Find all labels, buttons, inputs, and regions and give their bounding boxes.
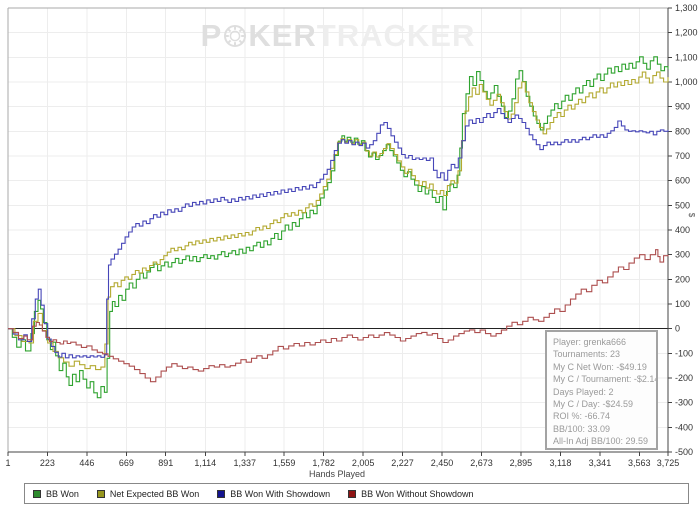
bb-won-with-showdown-swatch xyxy=(217,489,226,498)
info-player: Player: grenka666 xyxy=(553,337,627,347)
bb-won-without-showdown-swatch xyxy=(348,489,357,498)
x-axis-label: Hands Played xyxy=(309,469,365,479)
x-tick-label: 3,118 xyxy=(549,458,571,468)
info-roi: ROI %: -66.74 xyxy=(553,411,611,422)
x-tick-label: 3,725 xyxy=(657,458,680,468)
x-tick-label: 3,563 xyxy=(628,458,651,468)
y-axis-label: $ xyxy=(687,213,696,218)
x-tick-label: 1,782 xyxy=(312,458,335,468)
info-net-won: My C Net Won: -$49.19 xyxy=(553,361,647,372)
x-tick-label: 1,337 xyxy=(234,458,257,468)
info-tournaments: Tournaments: 23 xyxy=(553,349,621,360)
y-tick-label: 300 xyxy=(675,250,690,260)
series-line-bb-won-with-showdown xyxy=(8,108,669,359)
x-tick-label: 446 xyxy=(79,458,94,468)
info-per-tournament: My C / Tournament: -$2.14 xyxy=(553,374,658,385)
y-tick-label: 1,100 xyxy=(675,52,698,62)
x-tick-label: 669 xyxy=(119,458,134,468)
y-tick-label: 700 xyxy=(675,151,690,161)
y-tick-label: 1,000 xyxy=(675,77,698,87)
legend-item-bb-won: BB Won xyxy=(33,489,79,499)
x-tick-label: 2,895 xyxy=(510,458,533,468)
legend-label: BB Won With Showdown xyxy=(230,488,331,499)
y-tick-label: 0 xyxy=(675,324,680,334)
series-line-bb-won xyxy=(8,56,669,399)
net-expected-bb-won-swatch xyxy=(96,489,105,498)
x-tick-label: 891 xyxy=(158,458,173,468)
x-tick-label: 2,673 xyxy=(470,458,493,468)
y-tick-label: 1,300 xyxy=(675,3,698,13)
x-tick-label: 2,005 xyxy=(352,458,375,468)
y-tick-label: 600 xyxy=(675,176,690,186)
x-tick-label: 1,114 xyxy=(194,458,216,468)
y-tick-label: -300 xyxy=(675,398,693,408)
y-tick-label: 800 xyxy=(675,126,690,136)
info-days-played: Days Played: 2 xyxy=(553,386,614,397)
y-tick-label: 1,200 xyxy=(675,28,698,38)
x-tick-label: 1,559 xyxy=(273,458,296,468)
legend-item-bb-won-with-showdown: BB Won With Showdown xyxy=(217,489,330,499)
y-tick-label: 200 xyxy=(675,274,690,284)
x-tick-label: 3,341 xyxy=(589,458,612,468)
y-tick-label: -100 xyxy=(675,348,693,358)
x-tick-label: 2,227 xyxy=(391,458,414,468)
legend-label: BB Won Without Showdown xyxy=(361,488,474,499)
legend-label: Net Expected BB Won xyxy=(109,488,200,499)
y-tick-label: -400 xyxy=(675,422,693,432)
y-tick-label: 100 xyxy=(675,299,690,309)
y-tick-label: 500 xyxy=(675,200,690,210)
x-tick-label: 1 xyxy=(5,458,10,468)
chart-legend: BB Won Net Expected BB Won BB Won With S… xyxy=(24,483,689,504)
info-bb100: BB/100: 33.09 xyxy=(553,423,611,434)
x-tick-label: 2,450 xyxy=(431,458,454,468)
x-tick-label: 223 xyxy=(40,458,55,468)
legend-item-net-expected-bb-won: Net Expected BB Won xyxy=(96,488,200,499)
y-tick-label: -200 xyxy=(675,373,693,383)
y-tick-label: 400 xyxy=(675,225,690,235)
y-tick-label: 900 xyxy=(675,102,690,112)
y-tick-label: -500 xyxy=(675,447,693,457)
legend-label: BB Won xyxy=(46,488,79,499)
series-line-bb-won-without-showdown xyxy=(8,249,669,383)
session-info-box: Player: grenka666 Tournaments: 23 My C N… xyxy=(545,330,658,450)
legend-item-bb-won-without-showdown: BB Won Without Showdown xyxy=(348,488,474,499)
info-per-day: My C / Day: -$24.59 xyxy=(553,399,634,410)
bb-won-swatch xyxy=(33,489,41,498)
info-allin-adj-bb100: All-In Adj BB/100: 29.59 xyxy=(553,436,649,447)
